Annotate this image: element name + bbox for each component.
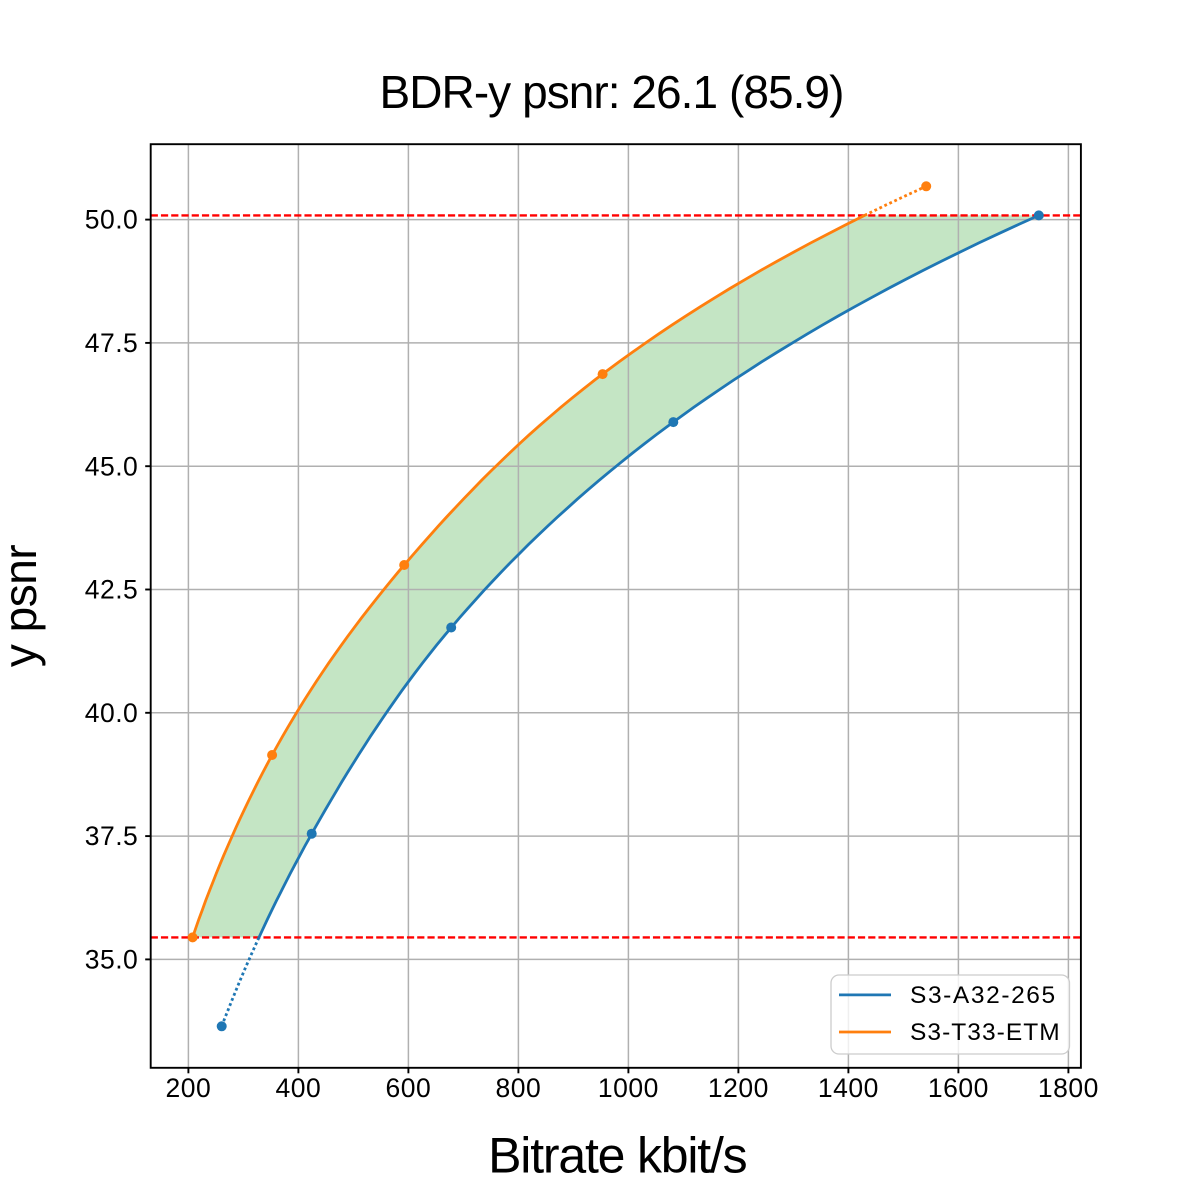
- svg-text:1800: 1800: [1038, 1073, 1099, 1103]
- svg-text:1000: 1000: [598, 1073, 659, 1103]
- svg-text:47.5: 47.5: [85, 328, 139, 358]
- svg-text:35.0: 35.0: [85, 945, 139, 975]
- svg-text:1600: 1600: [928, 1073, 989, 1103]
- svg-text:45.0: 45.0: [85, 451, 139, 481]
- svg-text:Bitrate kbit/s: Bitrate kbit/s: [488, 1128, 746, 1184]
- svg-text:y psnr: y psnr: [0, 545, 46, 667]
- svg-text:50.0: 50.0: [85, 205, 139, 235]
- svg-text:800: 800: [496, 1073, 542, 1103]
- svg-text:42.5: 42.5: [85, 575, 139, 605]
- svg-text:40.0: 40.0: [85, 698, 139, 728]
- svg-text:S3-T33-ETM: S3-T33-ETM: [910, 1019, 1061, 1046]
- svg-text:400: 400: [276, 1073, 322, 1103]
- svg-text:37.5: 37.5: [85, 821, 139, 851]
- svg-text:1400: 1400: [818, 1073, 879, 1103]
- svg-text:BDR-y psnr: 26.1 (85.9): BDR-y psnr: 26.1 (85.9): [380, 66, 844, 118]
- svg-text:600: 600: [386, 1073, 432, 1103]
- svg-text:S3-A32-265: S3-A32-265: [910, 982, 1057, 1009]
- svg-text:200: 200: [166, 1073, 212, 1103]
- svg-text:1200: 1200: [708, 1073, 769, 1103]
